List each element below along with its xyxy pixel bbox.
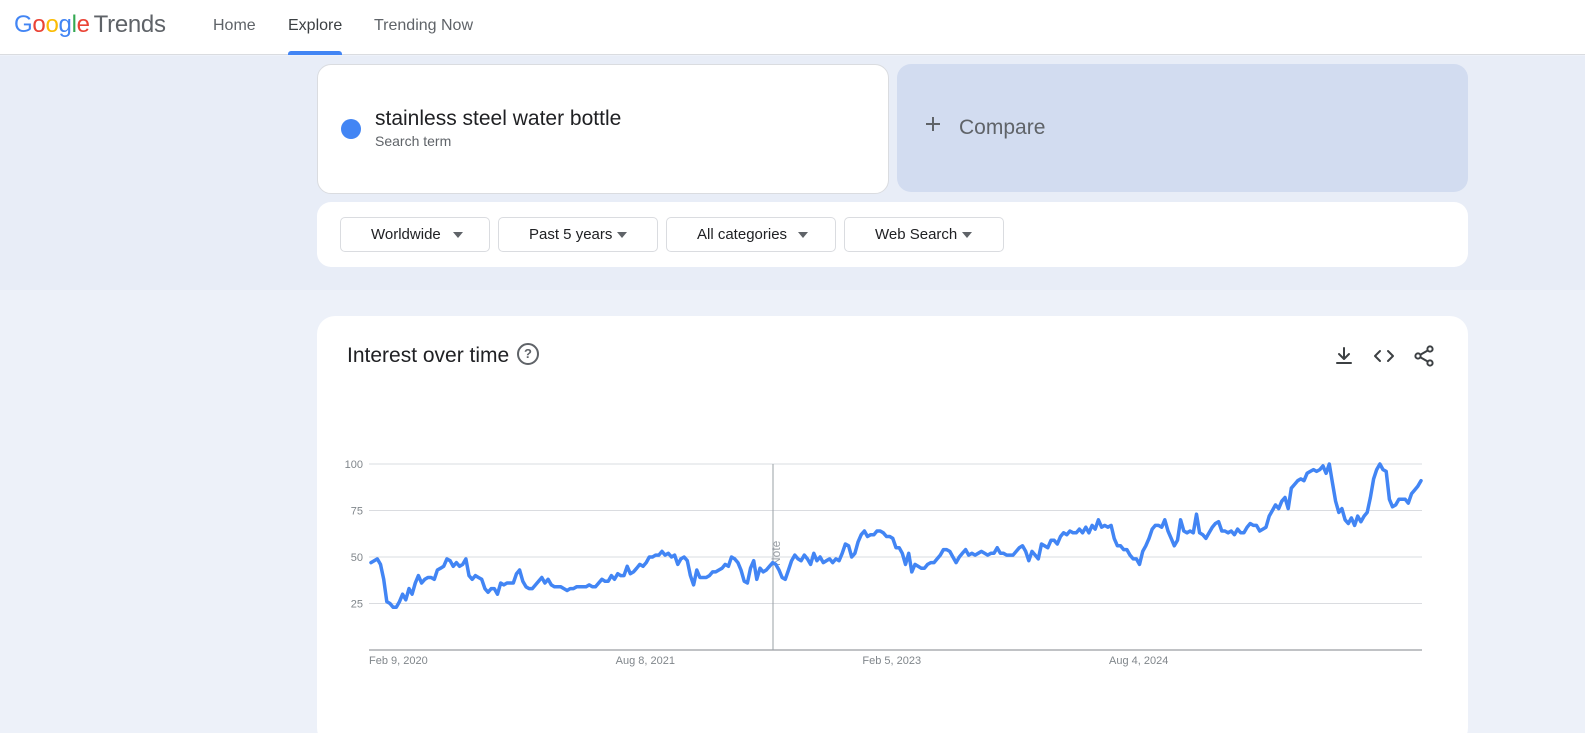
download-icon[interactable] <box>1332 344 1356 368</box>
chevron-down-icon <box>798 232 808 238</box>
help-icon[interactable]: ? <box>517 343 539 365</box>
y-tick-label: 100 <box>345 459 363 471</box>
term-color-dot <box>341 119 361 139</box>
region-filter-label: Worldwide <box>371 226 441 243</box>
search-term-text[interactable]: stainless steel water bottle <box>375 107 622 130</box>
logo-letter: o <box>45 11 59 38</box>
time-filter[interactable]: Past 5 years <box>498 217 658 252</box>
category-filter-label: All categories <box>697 226 788 243</box>
category-filter[interactable]: All categories <box>666 217 836 252</box>
x-tick-label: Feb 5, 2023 <box>862 655 921 667</box>
google-trends-logo[interactable]: Google Trends <box>14 11 166 39</box>
property-filter-label: Web Search <box>875 226 958 243</box>
note-label[interactable]: Note <box>769 540 783 566</box>
plus-icon <box>923 114 943 134</box>
nav-trending-now[interactable]: Trending Now <box>374 17 474 34</box>
region-filter[interactable]: Worldwide <box>340 217 490 252</box>
logo-letter: e <box>76 11 90 38</box>
compare-button[interactable]: Compare <box>897 64 1468 192</box>
interest-line-chart[interactable]: Note 25 50 75 100 Feb 9, 2020 Aug 8, 2021 Feb … <box>317 316 1468 730</box>
chevron-down-icon <box>962 232 972 238</box>
search-term-card[interactable]: stainless steel water bottle Search term <box>317 64 889 194</box>
x-tick-label: Feb 9, 2020 <box>369 655 428 667</box>
logo-letter: G <box>14 11 33 38</box>
logo-letter: g <box>58 11 72 38</box>
y-tick-label: 50 <box>351 552 363 564</box>
chevron-down-icon <box>453 232 463 238</box>
compare-label: Compare <box>959 116 1046 139</box>
x-tick-label: Aug 8, 2021 <box>616 655 675 667</box>
top-bar: Google Trends Home Explore Trending Now <box>0 0 1585 55</box>
logo-letter: o <box>32 11 46 38</box>
logo-product-name: Trends <box>93 11 166 38</box>
logo-letter: l <box>71 11 77 38</box>
nav-explore[interactable]: Explore <box>288 0 343 55</box>
time-filter-label: Past 5 years <box>529 226 613 243</box>
y-tick-label: 75 <box>351 506 363 518</box>
nav-home[interactable]: Home <box>213 17 256 34</box>
share-icon[interactable] <box>1412 344 1436 368</box>
property-filter[interactable]: Web Search <box>844 217 1004 252</box>
chevron-down-icon <box>617 232 627 238</box>
search-term-type: Search term <box>375 133 452 149</box>
chart-title: Interest over time <box>347 344 510 367</box>
series-line[interactable] <box>369 462 1423 609</box>
filter-bar: Worldwide Past 5 years All categories We… <box>317 202 1468 267</box>
interest-over-time-card: Interest over time ? Note 25 50 75 100 Feb 9… <box>317 316 1468 733</box>
embed-code-icon[interactable] <box>1372 344 1396 368</box>
x-tick-label: Aug 4, 2024 <box>1109 655 1168 667</box>
y-tick-label: 25 <box>351 599 363 611</box>
